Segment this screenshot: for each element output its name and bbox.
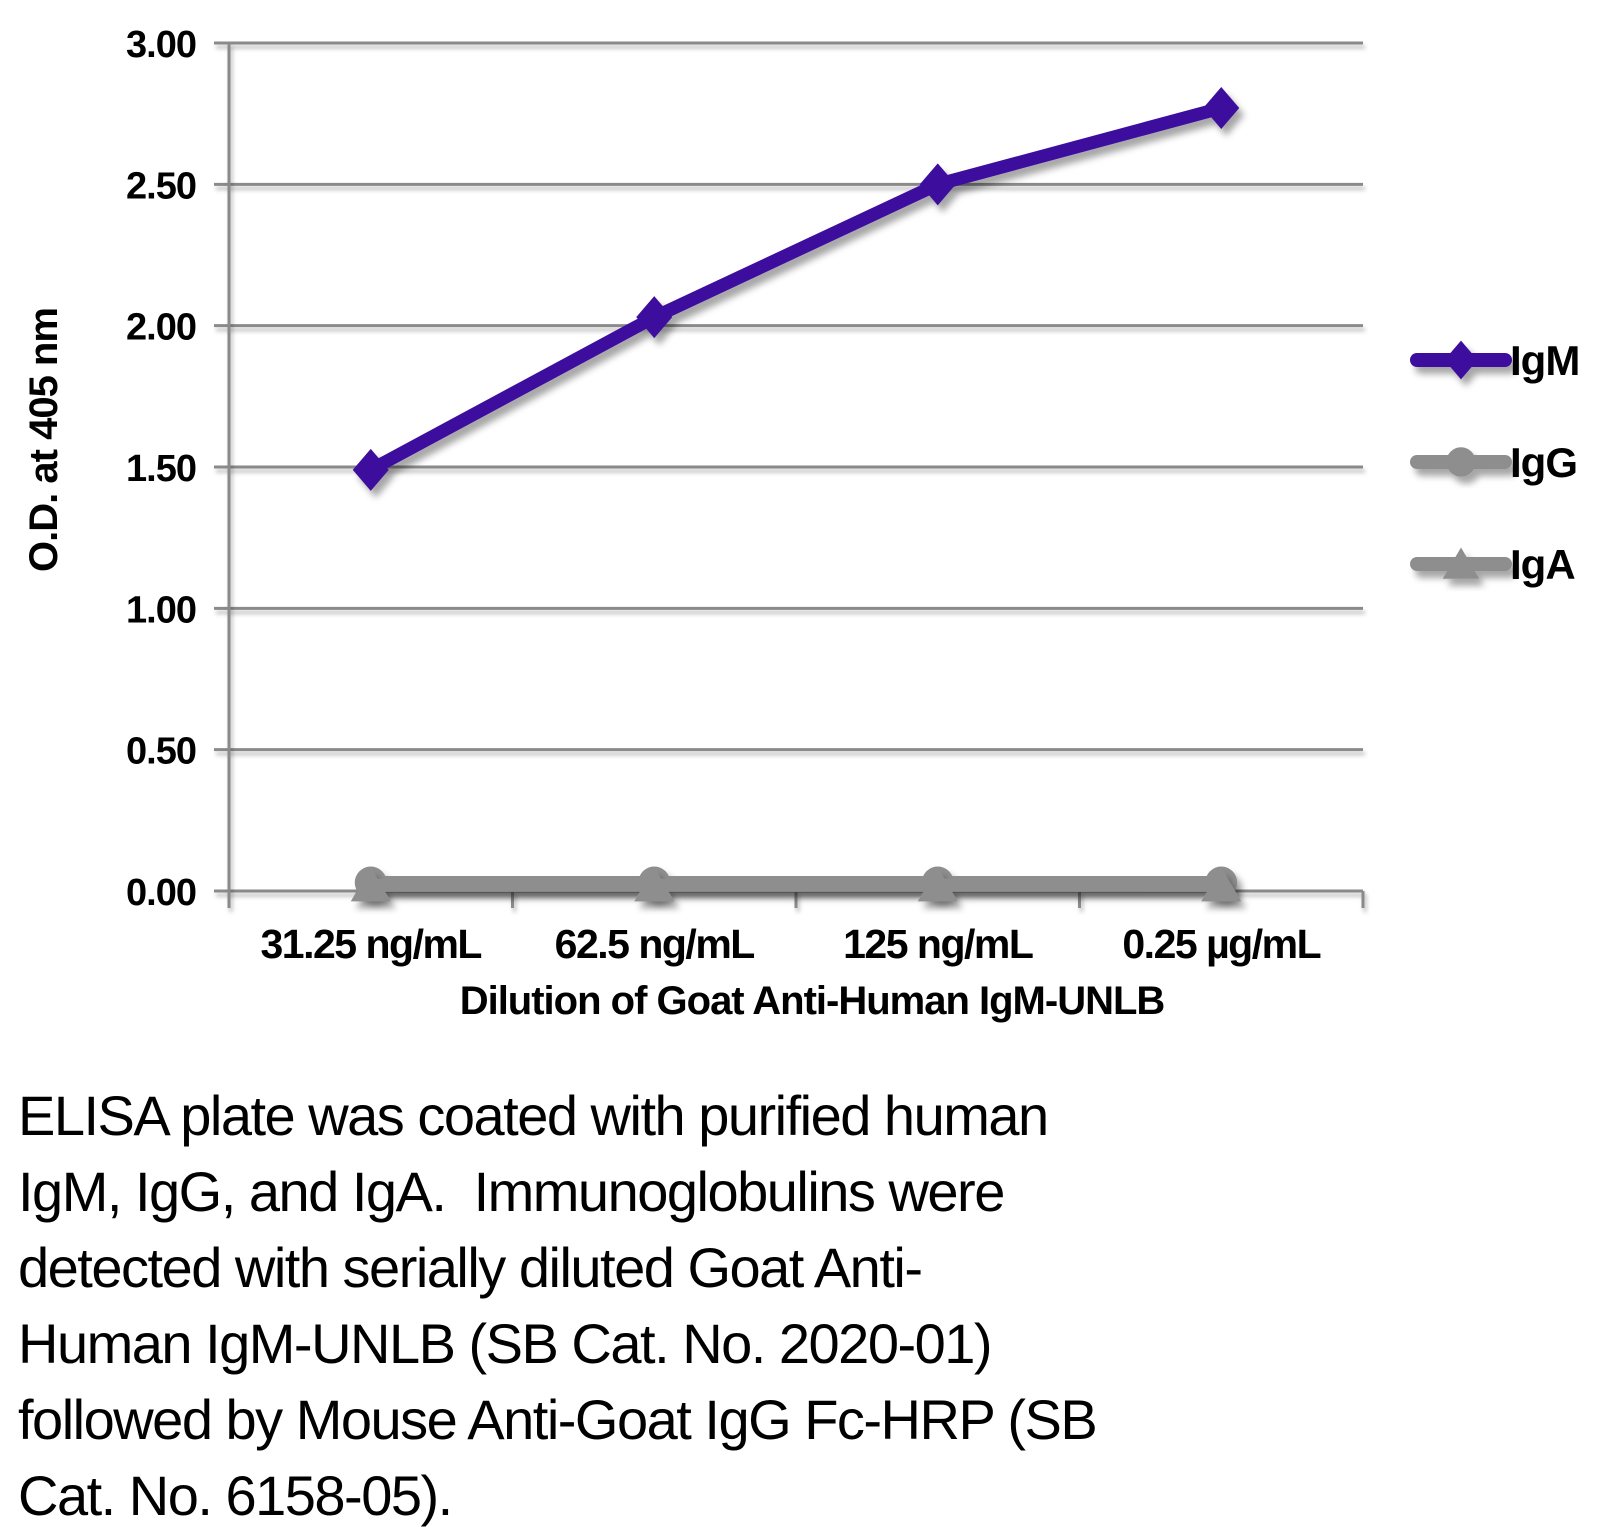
- y-tick-label: 0.00: [126, 872, 196, 914]
- legend-label: IgA: [1510, 541, 1575, 588]
- legend-item-iga: [1410, 547, 1512, 579]
- legend-label: IgG: [1510, 439, 1577, 486]
- y-tick-label: 0.50: [126, 731, 196, 773]
- elisa-line-chart: 0.00 0.50 1.00 1.50 2.00 2.50 3.00 31.25 ng/mL 6…: [22, 24, 1580, 1023]
- legend: IgM IgG IgA: [1410, 337, 1580, 588]
- axes: [227, 43, 1365, 908]
- series-line-igm: [364, 101, 1228, 477]
- x-axis-title: Dilution of Goat Anti-Human IgM-UNLB: [460, 979, 1165, 1023]
- point-triangle-marker: [1201, 867, 1242, 902]
- y-tick-label: 2.00: [126, 307, 196, 349]
- caption-line: followed by Mouse Anti-Goat IgG Fc-HRP (…: [18, 1388, 1098, 1451]
- caption-line: ELISA plate was coated with purified hum…: [18, 1084, 1049, 1147]
- legend-diamond-marker: [1444, 340, 1478, 380]
- point-triangle-marker: [917, 867, 958, 902]
- series-lines: [350, 87, 1242, 902]
- caption-line: detected with serially diluted Goat Anti…: [18, 1236, 923, 1299]
- y-tick-label: 2.50: [126, 165, 196, 207]
- y-tick-label: 1.50: [126, 448, 196, 490]
- y-tick-label: 1.00: [126, 589, 196, 631]
- point-triangle-marker: [350, 867, 391, 902]
- figure-caption: ELISA plate was coated with purified hum…: [18, 1078, 1098, 1528]
- point-diamond-marker: [919, 163, 956, 206]
- legend-item-igm: [1410, 340, 1512, 380]
- point-diamond-marker: [636, 296, 673, 339]
- y-tick-label: 3.00: [126, 24, 196, 66]
- x-category-label: 62.5 ng/mL: [555, 921, 755, 967]
- point-triangle-marker: [634, 867, 675, 902]
- x-category-label: 125 ng/mL: [843, 921, 1033, 967]
- legend-circle-marker: [1446, 447, 1476, 477]
- series-iga: [350, 867, 1242, 902]
- caption-line: Cat. No. 6158-05).: [18, 1464, 453, 1527]
- gridlines: [214, 41, 1363, 893]
- point-diamond-marker: [352, 448, 389, 491]
- axis-tick-labels: 0.00 0.50 1.00 1.50 2.00 2.50 3.00 31.25 ng/mL 6…: [126, 24, 1322, 967]
- x-category-label: 31.25 ng/mL: [261, 921, 482, 967]
- y-axis-title: O.D. at 405 nm: [22, 308, 66, 572]
- legend-item-igg: [1410, 447, 1512, 477]
- x-category-label: 0.25 µg/mL: [1122, 921, 1320, 967]
- legend-triangle-marker: [1442, 547, 1480, 579]
- series-igm: [352, 87, 1240, 491]
- caption-line: IgM, IgG, and IgA. Immunoglobulins were: [18, 1160, 1005, 1223]
- legend-label: IgM: [1510, 337, 1579, 384]
- point-diamond-marker: [1203, 87, 1240, 130]
- caption-line: Human IgM-UNLB (SB Cat. No. 2020-01): [18, 1312, 993, 1375]
